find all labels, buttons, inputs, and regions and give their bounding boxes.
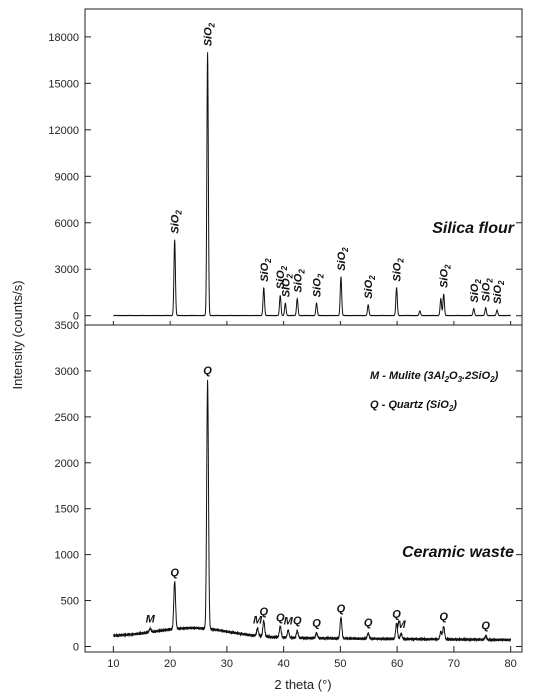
peak-label-sio2: SiO2 (481, 278, 495, 302)
ceramic-waste-label: Ceramic waste (402, 544, 514, 561)
y-tick-label: 2000 (55, 458, 79, 470)
peak-label-sio2: SiO2 (292, 269, 306, 293)
ceramic-waste-pattern (113, 379, 512, 643)
y-tick-label: 0 (73, 641, 79, 653)
y-tick-label: 3000 (55, 264, 79, 276)
y-tick-label: 0 (73, 311, 79, 323)
y-tick-label: 9000 (55, 171, 79, 183)
peak-label-quartz: Q (392, 608, 401, 620)
peak-label-sio2: SiO2 (492, 280, 506, 304)
legend-mullite: M - Mulite (3Al2O3.2SiO2) (370, 370, 499, 384)
silica-flour-pattern (113, 52, 511, 317)
y-tick-label: 1000 (55, 550, 79, 562)
y-tick-label: 3000 (55, 366, 79, 378)
peak-label-sio2: SiO2 (363, 275, 377, 299)
peak-label-quartz: Q (337, 603, 346, 615)
x-tick-label: 40 (278, 658, 290, 670)
x-tick-label: 30 (221, 658, 233, 670)
y-tick-label: 1500 (55, 504, 79, 516)
peak-label-mullite: M (397, 619, 407, 631)
legend: M - Mulite (3Al2O3.2SiO2) Q - Quartz (Si… (370, 370, 499, 413)
peak-label-quartz: Q (203, 365, 212, 377)
peak-label-sio2: SiO2 (280, 273, 294, 297)
y-tick-label: 500 (61, 596, 79, 608)
y-axis-title: Intensity (counts/s) (10, 280, 25, 389)
x-tick-label: 50 (334, 658, 346, 670)
peak-label-sio2: SiO2 (392, 258, 406, 282)
peak-label-mullite: M (284, 615, 294, 627)
peak-label-quartz: Q (293, 615, 302, 627)
peak-label-sio2: SiO2 (312, 273, 326, 297)
legend-quartz: Q - Quartz (SiO2) (370, 399, 457, 413)
x-tick-label: 70 (448, 658, 460, 670)
peak-label-mullite: M (146, 613, 156, 625)
peak-label-sio2: SiO2 (203, 22, 217, 46)
peak-label-quartz: Q (439, 611, 448, 623)
bottom-panel-frame (84, 324, 523, 653)
peak-label-quartz: Q (364, 617, 373, 629)
x-tick-label: 80 (505, 658, 517, 670)
peak-label-sio2: SiO2 (336, 247, 350, 271)
peak-label-sio2: SiO2 (439, 264, 453, 288)
silica-flour-label: Silica flour (432, 220, 515, 237)
y-tick-label: 3500 (55, 320, 79, 332)
peak-label-quartz: Q (276, 612, 285, 624)
x-tick-label: 60 (391, 658, 403, 670)
y-tick-label: 2500 (55, 412, 79, 424)
y-tick-label: 18000 (48, 32, 79, 44)
peak-label-sio2: SiO2 (259, 258, 273, 282)
data-series (113, 52, 512, 643)
x-tick-label: 10 (107, 658, 119, 670)
y-tick-label: 12000 (48, 125, 79, 137)
peak-label-quartz: Q (170, 567, 179, 579)
peak-label-quartz: Q (259, 606, 268, 618)
y-tick-label: 6000 (55, 218, 79, 230)
y-tick-label: 15000 (48, 78, 79, 90)
peak-label-sio2: SiO2 (170, 210, 184, 234)
peak-label-sio2: SiO2 (469, 279, 483, 303)
axis-ticks: 10 20 30 40 50 60 70 80030006000900012000150001… (48, 32, 522, 670)
x-tick-label: 20 (164, 658, 176, 670)
peak-label-mullite: M (253, 614, 263, 626)
x-axis-title: 2 theta (°) (274, 677, 331, 692)
peak-label-quartz: Q (481, 620, 490, 632)
peak-label-quartz: Q (312, 617, 321, 629)
peak-label-sio2: SiO2 (275, 265, 289, 289)
